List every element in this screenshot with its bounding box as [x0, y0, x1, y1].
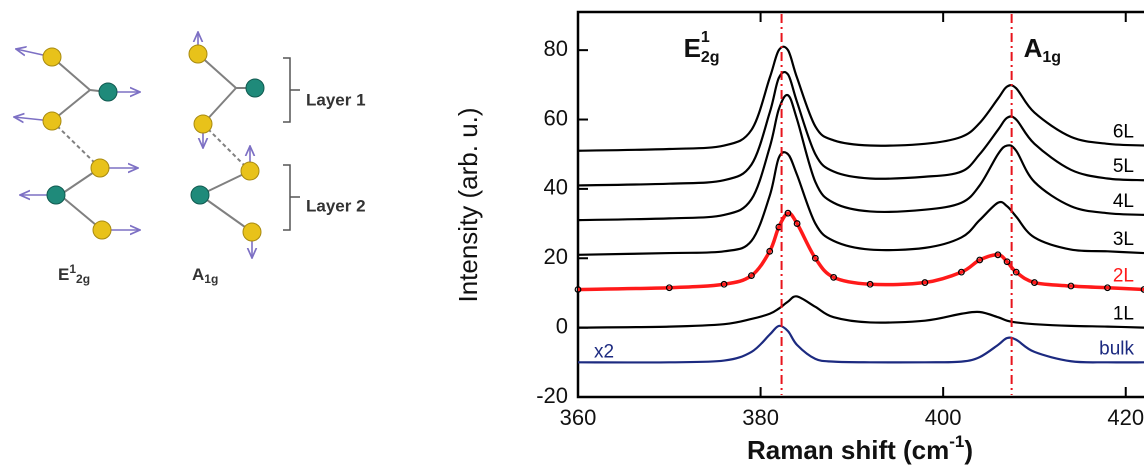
x-axis-label: Raman shift (cm-1) — [747, 432, 973, 464]
spectrum-line — [577, 324, 1144, 364]
data-point — [793, 220, 801, 227]
series-label: 5L — [1113, 156, 1134, 177]
data-point — [994, 251, 1002, 259]
data-point — [1104, 284, 1111, 292]
vibration-diagram: Layer 1 Layer 2 E12g A1g — [14, 32, 366, 286]
yellow-atoms — [42, 44, 262, 242]
data-point — [720, 280, 728, 288]
spectrum-line — [577, 45, 1144, 152]
plot-frame — [576, 10, 1144, 399]
series-label: 2L — [1113, 265, 1134, 286]
x-label-text: Raman shift (cm — [747, 435, 949, 465]
teal-atoms — [46, 78, 265, 205]
series-label: 4L — [1113, 191, 1134, 212]
peak-sub: 1g — [1042, 49, 1061, 66]
mode-symbol: E — [58, 265, 69, 284]
x-label-sup: -1 — [949, 432, 964, 451]
y-tick-label: 80 — [544, 36, 568, 61]
peak-sup: 1 — [701, 29, 710, 46]
layer-braces — [283, 57, 300, 231]
spectrum-line — [577, 93, 1144, 222]
layer-label: Layer 2 — [306, 196, 366, 215]
data-point — [1067, 282, 1075, 290]
scale-factor-label: x2 — [594, 341, 614, 362]
y-tick-label: 0 — [556, 313, 568, 338]
y-tick-label: 60 — [544, 105, 568, 130]
mode-label: E12g — [58, 262, 90, 286]
data-point — [958, 268, 965, 276]
mode-sup: 1 — [69, 262, 76, 276]
x-tick-label: 360 — [560, 405, 597, 430]
y-tick-label: 20 — [544, 244, 568, 269]
spectrum-line — [577, 151, 1144, 256]
data-point — [1031, 279, 1038, 286]
x-label-end: ) — [964, 435, 973, 465]
series-label: 6L — [1113, 122, 1134, 143]
spectrum-line — [577, 295, 1144, 329]
peak-symbol: A — [1024, 33, 1043, 63]
x-tick-label: 400 — [925, 405, 962, 430]
mode-sub: 1g — [204, 272, 218, 286]
data-point — [784, 209, 792, 217]
raman-chart: Intensity (arb. u.) Raman shift (cm-1) — [453, 107, 973, 464]
data-point — [665, 284, 673, 292]
data-point — [830, 273, 838, 281]
data-point — [766, 247, 774, 255]
peak-symbol: E — [684, 33, 701, 63]
series-label: 3L — [1113, 229, 1134, 250]
peak-label: E1 2g — [684, 29, 720, 66]
data-point — [811, 254, 819, 262]
data-point — [921, 279, 929, 286]
data-point — [866, 280, 874, 288]
peak-label: A1g — [1024, 33, 1061, 66]
peak-sub: 2g — [701, 49, 720, 66]
mode-label: A1g — [192, 265, 218, 286]
mode-symbol: A — [192, 265, 204, 284]
data-point — [976, 256, 984, 264]
spectrum-line — [577, 70, 1144, 187]
data-point — [1003, 258, 1011, 266]
data-point — [748, 272, 755, 280]
layer-label: Layer 1 — [306, 90, 366, 109]
x-tick-label: 380 — [742, 405, 779, 430]
y-tick-label: -20 — [536, 383, 568, 408]
spectrum-line — [577, 211, 1144, 292]
data-point — [1012, 268, 1020, 276]
data-point — [574, 286, 582, 293]
mode-sub: 2g — [76, 272, 90, 286]
y-tick-label: 40 — [544, 175, 568, 200]
series-label: 1L — [1113, 304, 1134, 325]
x-tick-label: 420 — [1107, 405, 1144, 430]
y-axis-label: Intensity (arb. u.) — [453, 107, 483, 302]
series-label: bulk — [1099, 338, 1134, 359]
bonds — [51, 53, 255, 233]
